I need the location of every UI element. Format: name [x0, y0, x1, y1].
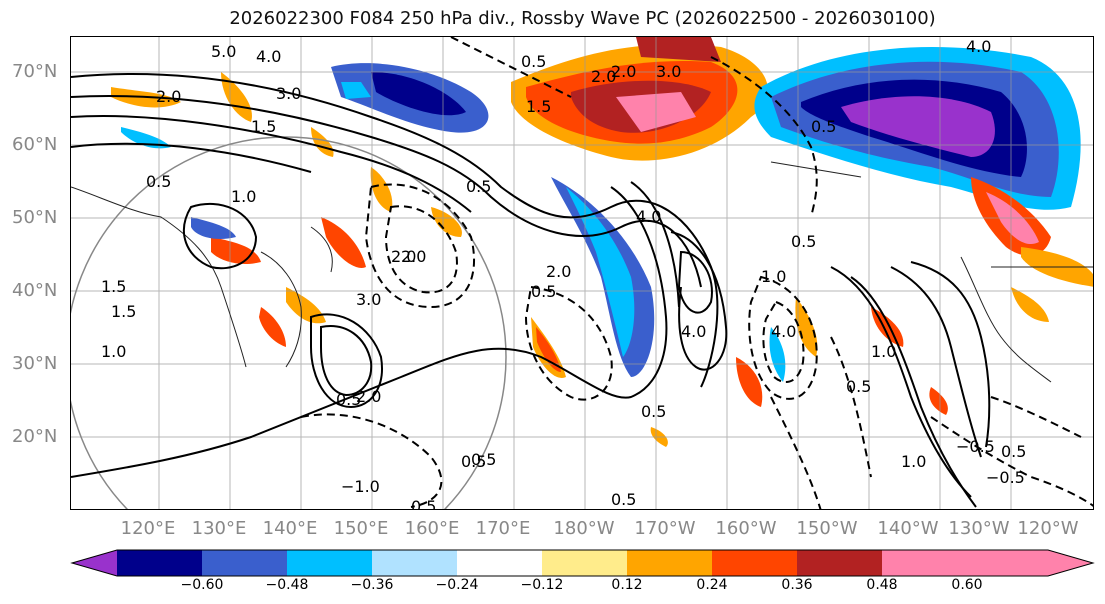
lon-label: 140°E: [262, 518, 318, 539]
contour-label: −0.5: [986, 468, 1025, 487]
lon-label: 180°W: [553, 518, 615, 539]
region-circle: [71, 136, 507, 509]
contour-label: 2.0: [611, 62, 636, 81]
colorbar-swatch: [542, 550, 627, 576]
colorbar-tick-label: 0.60: [951, 577, 983, 593]
colorbar-swatch: [287, 550, 372, 576]
colorbar: [70, 549, 1095, 577]
contour-label: 0.5: [471, 450, 496, 469]
lon-label: 120°E: [120, 518, 176, 539]
contour-label: 1.5: [101, 277, 126, 296]
contour-label: 1.0: [901, 452, 926, 471]
colorbar-swatch: [712, 550, 797, 576]
lon-label: 170°E: [475, 518, 531, 539]
lat-label: 30°N: [12, 353, 58, 374]
colorbar-swatch: [882, 550, 1093, 576]
map-canvas: 5.0 4.0 3.0 2.0 1.5 0.5 1.0 2.0 3.0 0.5 …: [71, 37, 1093, 510]
contour-label: 1.0: [231, 187, 256, 206]
colorbar-tick-label: −0.48: [265, 577, 309, 593]
contour-label: 4.0: [256, 47, 281, 66]
contour-label: 5.0: [211, 42, 236, 61]
contour-label: 4.0: [636, 207, 661, 226]
lon-label: 140°W: [877, 518, 939, 539]
contour-label: 0.5: [846, 377, 871, 396]
contour-label: 3.0: [356, 290, 381, 309]
colorbar-tick-label: 0.24: [696, 577, 728, 593]
colorbar-swatch: [202, 550, 287, 576]
contour-label: 3.0: [656, 62, 681, 81]
contours-dashed: [300, 37, 1093, 509]
colorbar-tick-label: −0.60: [180, 577, 224, 593]
contour-label: 0.5: [466, 177, 491, 196]
lon-label: 120°W: [1017, 518, 1079, 539]
contour-label: 1.5: [111, 302, 136, 321]
contours-solid: [71, 72, 991, 508]
contour-label: 2.0: [401, 247, 426, 266]
contour-label: 1.5: [526, 97, 551, 116]
contour-label: 2.0: [391, 247, 416, 266]
colorbar-swatch: [797, 550, 882, 576]
contour-labels: 5.0 4.0 3.0 2.0 1.5 0.5 1.0 2.0 3.0 0.5 …: [101, 37, 1026, 510]
colorbar-swatch: [627, 550, 712, 576]
contour-label: 0.5: [461, 452, 486, 471]
contour-label: 4.0: [771, 322, 796, 341]
contour-label: 1.5: [251, 117, 276, 136]
lat-label: 60°N: [12, 134, 58, 155]
contour-label: 0.5: [811, 117, 836, 136]
contour-label: 0.5: [1001, 442, 1026, 461]
contour-label: 0.5: [641, 402, 666, 421]
contour-label: 1.0: [761, 267, 786, 286]
contour-label: 3.0: [276, 84, 301, 103]
contour-label: 2.0: [546, 262, 571, 281]
contour-label: 1.0: [101, 342, 126, 361]
contour-label: 2.0: [591, 67, 616, 86]
contour-label: 4.0: [966, 37, 991, 56]
lon-label: 160°W: [715, 518, 777, 539]
map-panel: 5.0 4.0 3.0 2.0 1.5 0.5 1.0 2.0 3.0 0.5 …: [70, 36, 1094, 510]
colorbar-swatch: [457, 550, 542, 576]
colorbar-swatch: [372, 550, 457, 576]
contour-label: −1.0: [341, 477, 380, 496]
lat-label: 20°N: [12, 426, 58, 447]
lat-label: 40°N: [12, 280, 58, 301]
contour-label: 1.0: [871, 342, 896, 361]
contour-label: 0.5: [531, 282, 556, 301]
contour-label: 0.5: [411, 497, 436, 510]
lon-label: 150°W: [796, 518, 858, 539]
contour-label: 0.5: [146, 172, 171, 191]
contour-label: 2.0: [156, 87, 181, 106]
colorbar-swatch: [72, 550, 117, 576]
lat-label: 50°N: [12, 207, 58, 228]
map-title: 2026022300 F084 250 hPa div., Rossby Wav…: [229, 8, 936, 29]
contour-label: −0.5: [956, 437, 995, 456]
colorbar-tick-label: −0.12: [520, 577, 564, 593]
contour-label: 2.0: [356, 387, 381, 406]
colorbar-tick-label: 0.48: [866, 577, 898, 593]
contour-label: 0.5: [611, 490, 636, 509]
contour-label: 0.5: [791, 232, 816, 251]
divergence-shading: [111, 37, 1093, 447]
contour-label: 0.5: [336, 390, 361, 409]
colorbar-tick-label: 0.12: [611, 577, 643, 593]
contour-label: 4.0: [681, 322, 706, 341]
lon-label: 170°W: [634, 518, 696, 539]
lon-label: 160°E: [404, 518, 460, 539]
contour-label: 0.5: [521, 52, 546, 71]
coastlines: [71, 161, 1093, 383]
lon-label: 150°E: [333, 518, 389, 539]
colorbar-tick-label: 0.36: [781, 577, 813, 593]
lat-label: 70°N: [12, 61, 58, 82]
lon-label: 130°E: [191, 518, 247, 539]
colorbar-tick-label: −0.24: [435, 577, 479, 593]
lon-label: 130°W: [948, 518, 1010, 539]
colorbar-outline: [70, 549, 1095, 577]
colorbar-tick-label: −0.36: [350, 577, 394, 593]
colorbar-swatch: [117, 550, 202, 576]
